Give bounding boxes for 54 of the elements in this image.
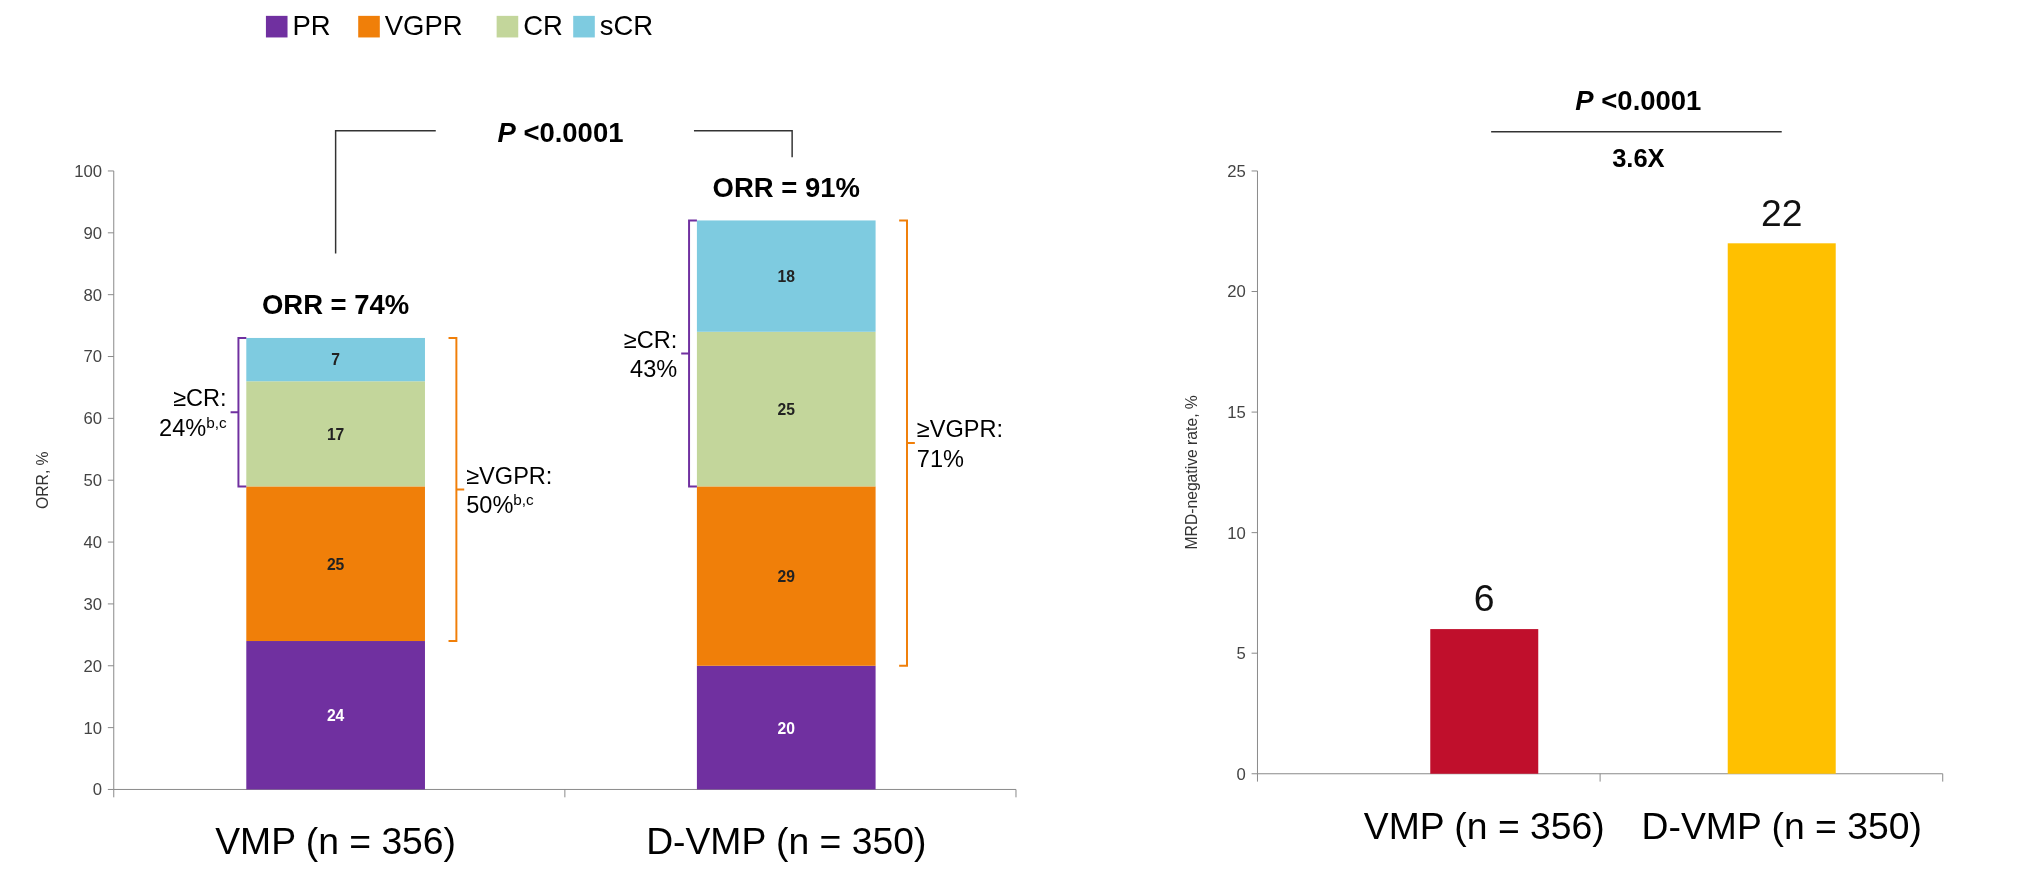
data-label: 24 xyxy=(326,707,345,725)
y-tick-label: 0 xyxy=(92,780,102,800)
annotation: ORR = 91% xyxy=(712,171,860,203)
bar xyxy=(246,641,425,790)
y-tick-label: 5 xyxy=(1236,644,1246,664)
bar xyxy=(696,331,876,487)
legend-label: sCR xyxy=(599,10,654,42)
data-label: 25 xyxy=(326,555,345,573)
data-label: 20 xyxy=(777,719,796,737)
y-axis-title: MRD-negative rate, % xyxy=(1182,395,1200,550)
y-tick-label: 0 xyxy=(1236,764,1246,784)
legend-label: PR xyxy=(292,10,331,42)
bar xyxy=(696,220,876,332)
bar xyxy=(246,381,425,487)
y-tick-label: 70 xyxy=(83,347,102,367)
y-tick-label: 50 xyxy=(83,471,102,491)
data-label: 7 xyxy=(331,351,341,369)
y-tick-label: 30 xyxy=(83,594,102,614)
y-tick-label: 10 xyxy=(83,718,102,738)
y-tick-label: 40 xyxy=(83,532,102,552)
x-tick-label: VMP (n = 356) xyxy=(1363,804,1605,847)
data-label: 17 xyxy=(326,425,345,443)
y-tick-label: 80 xyxy=(83,285,102,305)
y-tick-label: 10 xyxy=(1227,523,1246,543)
y-axis-title: ORR, % xyxy=(33,451,51,509)
annotation: ORR = 74% xyxy=(261,289,410,321)
x-tick-label: VMP (n = 356) xyxy=(215,820,457,863)
y-tick-label: 90 xyxy=(83,223,102,243)
data-label: 6 xyxy=(1473,577,1495,620)
bar xyxy=(246,337,425,382)
annotation: ≥VGPR: 50%$^{b,c}$ xyxy=(466,462,553,519)
annotation: ≥CR: 24%$^{b,c}$ xyxy=(159,385,228,441)
y-tick-label: 25 xyxy=(1227,161,1246,181)
data-label: 18 xyxy=(777,268,796,285)
annotation: ≥VGPR: 71% xyxy=(916,416,1004,472)
bar xyxy=(696,665,876,790)
annotation: 3.6X xyxy=(1612,144,1665,173)
data-label: 29 xyxy=(777,567,796,585)
data-label: 22 xyxy=(1760,191,1803,234)
x-tick-label: D-VMP (n = 350) xyxy=(646,820,927,863)
x-tick-label: D-VMP (n = 350) xyxy=(1641,804,1922,847)
y-tick-label: 20 xyxy=(1227,282,1246,302)
data-label: 25 xyxy=(777,400,796,418)
y-tick-label: 60 xyxy=(83,409,102,429)
legend-label: VGPR xyxy=(384,10,463,42)
legend-label: CR xyxy=(523,10,563,42)
y-tick-label: 100 xyxy=(74,161,102,181)
text: P <0.0001 xyxy=(497,116,624,148)
annotation: ≥CR: 43% xyxy=(623,326,678,382)
text: P <0.0001 xyxy=(1575,85,1702,117)
y-tick-label: 15 xyxy=(1227,402,1246,422)
y-tick-label: 20 xyxy=(83,656,102,676)
bar xyxy=(246,486,425,642)
bar xyxy=(696,486,876,666)
